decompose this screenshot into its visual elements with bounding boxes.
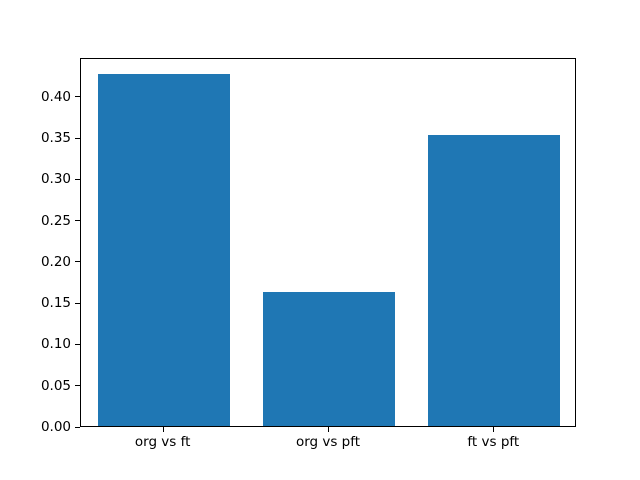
y-tick-label: 0.35 [40, 130, 71, 147]
y-tick-mark [75, 261, 80, 263]
y-tick-label: 0.10 [40, 336, 71, 353]
y-tick-label: 0.00 [40, 419, 71, 435]
x-tick-label: org vs ft [134, 434, 191, 450]
y-tick-mark [75, 302, 80, 304]
x-tick-mark [328, 427, 329, 432]
y-tick-mark [75, 178, 80, 180]
y-tick-label: 0.30 [40, 171, 71, 188]
plot-area [80, 58, 576, 427]
x-tick-mark [493, 427, 495, 432]
y-tick-mark [75, 343, 80, 345]
y-tick-label: 0.15 [40, 295, 71, 312]
x-tick-label: org vs pft [295, 434, 361, 450]
y-tick-mark [75, 426, 80, 428]
y-tick-mark [75, 137, 80, 139]
y-tick-label: 0.05 [40, 377, 71, 394]
y-tick-label: 0.25 [40, 212, 71, 229]
y-tick-mark [75, 385, 80, 387]
y-tick-label: 0.40 [40, 88, 71, 105]
bar-org-vs-pft [262, 292, 396, 426]
x-tick-label: ft vs pft [467, 434, 520, 450]
bar-org-vs-ft [97, 74, 230, 426]
y-tick-mark [75, 220, 80, 222]
x-tick-mark [162, 427, 164, 432]
bar-ft-vs-pft [428, 135, 561, 426]
y-tick-label: 0.20 [40, 253, 71, 270]
y-tick-mark [75, 96, 80, 98]
